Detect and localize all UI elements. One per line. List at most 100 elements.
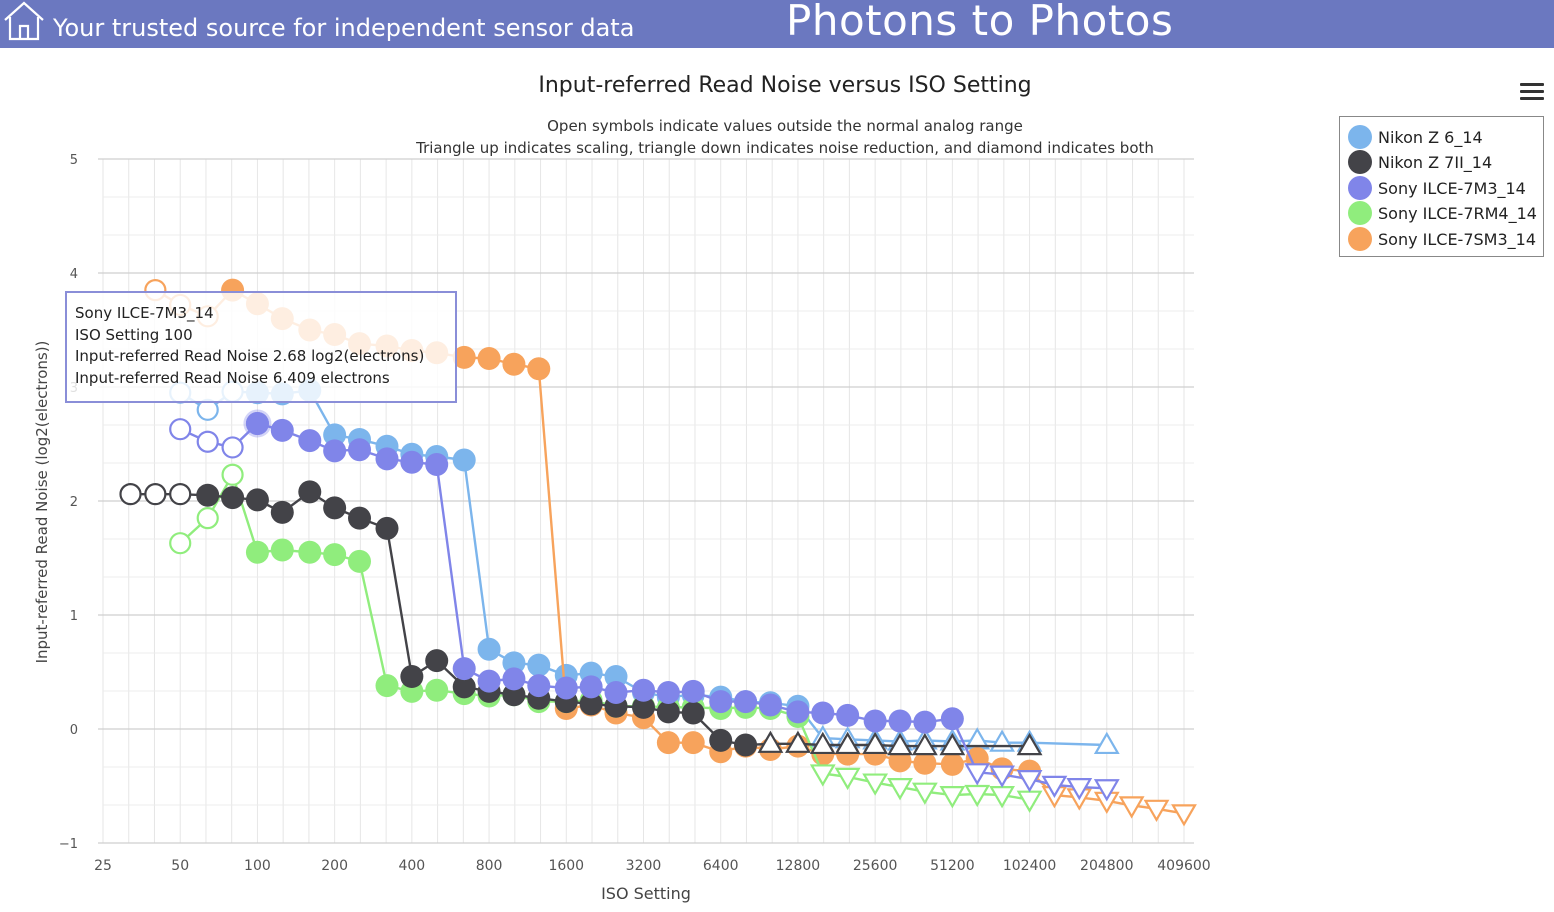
data-point — [323, 496, 347, 520]
data-point-triangle-down — [1041, 775, 1068, 799]
data-point — [477, 637, 501, 661]
y-tick-label: 4 — [70, 267, 78, 282]
data-point — [400, 665, 424, 689]
data-point-open — [221, 436, 244, 459]
x-tick-label: 12800 — [776, 858, 821, 874]
data-point — [221, 486, 245, 510]
data-point-triangle-down — [989, 765, 1015, 788]
data-point — [245, 540, 269, 564]
chart-subtitle-line-1: Open symbols indicate values outside the… — [547, 117, 1023, 135]
data-point — [579, 692, 603, 716]
data-point-triangle-down — [1016, 790, 1043, 813]
data-point-triangle-down — [939, 786, 966, 809]
data-point — [681, 701, 705, 725]
data-point — [425, 678, 449, 702]
data-point-open — [169, 483, 192, 506]
data-point — [940, 707, 964, 731]
data-point — [527, 653, 551, 677]
data-point-triangle-down — [964, 784, 991, 808]
data-point — [425, 649, 449, 673]
legend-label: Sony ILCE-7M3_14 — [1378, 179, 1526, 198]
data-point — [632, 695, 655, 719]
data-point — [527, 674, 551, 698]
data-point — [477, 347, 501, 370]
legend-marker — [1348, 150, 1372, 174]
tooltip-series-name: Sony ILCE-7M3_14 — [75, 304, 214, 322]
legend-marker — [1348, 201, 1372, 225]
data-point — [375, 447, 399, 471]
data-point — [400, 450, 424, 474]
data-point-triangle-down — [809, 764, 836, 787]
data-point-triangle-up — [834, 731, 861, 755]
legend-marker — [1348, 125, 1372, 149]
site-header: Your trusted source for independent sens… — [0, 0, 1554, 48]
series-line — [130, 490, 1030, 748]
series-nikon-z-7ii-14 — [119, 480, 1043, 757]
data-point — [270, 538, 294, 562]
data-point — [323, 423, 347, 447]
data-point-open — [196, 430, 219, 453]
x-tick-label: 51200 — [930, 858, 975, 874]
x-tick-label: 25600 — [853, 858, 898, 874]
data-point-open — [119, 483, 142, 506]
series-sony-ilce-7m3-14 — [169, 411, 1120, 802]
legend: Nikon Z 6_14 Nikon Z 7II_14 Sony ILCE-7M… — [1339, 116, 1544, 257]
data-point-triangle-up — [1093, 731, 1120, 755]
data-point — [323, 543, 347, 567]
data-point — [656, 681, 680, 705]
data-point — [270, 418, 294, 442]
data-point-tooltip: Sony ILCE-7M3_14 ISO Setting 100 Input-r… — [65, 291, 457, 403]
data-point — [709, 690, 733, 714]
menu-bar — [1520, 83, 1544, 86]
data-point — [758, 693, 782, 717]
data-point — [298, 480, 322, 504]
data-point — [196, 483, 220, 507]
data-point-open — [169, 532, 192, 555]
data-point-open — [221, 463, 244, 486]
data-point-triangle-down — [911, 782, 938, 805]
legend-marker — [1348, 227, 1372, 251]
data-point — [604, 681, 628, 705]
data-point — [632, 678, 655, 702]
data-point-triangle-up — [757, 730, 784, 753]
data-point — [913, 710, 937, 734]
data-point — [913, 751, 937, 775]
data-point-triangle-down — [1066, 778, 1093, 801]
series-line — [179, 471, 1030, 801]
data-point-triangle-up — [939, 732, 966, 756]
data-point-triangle-up — [809, 731, 836, 755]
chart-subtitle-line-2: Triangle up indicates scaling, triangle … — [416, 139, 1154, 157]
data-point — [527, 357, 551, 381]
legend-label: Sony ILCE-7RM4_14 — [1378, 204, 1537, 223]
data-point-triangle-up — [862, 731, 889, 755]
data-point-triangle-down — [1118, 796, 1145, 819]
legend-label: Nikon Z 7II_14 — [1378, 153, 1493, 172]
y-tick-label: 0 — [70, 723, 78, 738]
data-point-triangle-up — [911, 732, 938, 756]
data-point — [604, 665, 628, 689]
site-title[interactable]: Photons to Photos — [786, 0, 1174, 45]
tooltip-read-noise-electrons: Input-referred Read Noise 6.409 electron… — [75, 368, 390, 387]
data-point — [554, 676, 578, 700]
y-axis-label: Input-referred Read Noise (log2(electron… — [33, 341, 51, 664]
hamburger-menu-icon[interactable] — [1518, 80, 1546, 104]
data-point-triangle-down — [964, 763, 991, 786]
x-tick-label: 6400 — [703, 858, 739, 874]
data-point-triangle-up — [1016, 732, 1043, 756]
data-point — [298, 429, 322, 453]
x-tick-label: 200 — [321, 858, 348, 874]
data-point — [502, 667, 526, 691]
data-point — [786, 700, 810, 724]
x-tick-label: 409600 — [1157, 858, 1210, 874]
data-point — [502, 683, 526, 707]
menu-bar — [1520, 97, 1544, 100]
data-point — [502, 352, 526, 376]
tagline: Your trusted source for independent sens… — [53, 14, 635, 42]
data-point — [888, 709, 912, 733]
home-icon[interactable] — [2, 0, 48, 42]
data-point — [245, 488, 269, 512]
legend-label: Sony ILCE-7SM3_14 — [1378, 230, 1537, 249]
x-axis-ticks: 25 50 100 200 400 800 1600 3200 6400 12800 25600 51… — [94, 858, 1211, 874]
data-point-triangle-down — [1016, 770, 1043, 793]
